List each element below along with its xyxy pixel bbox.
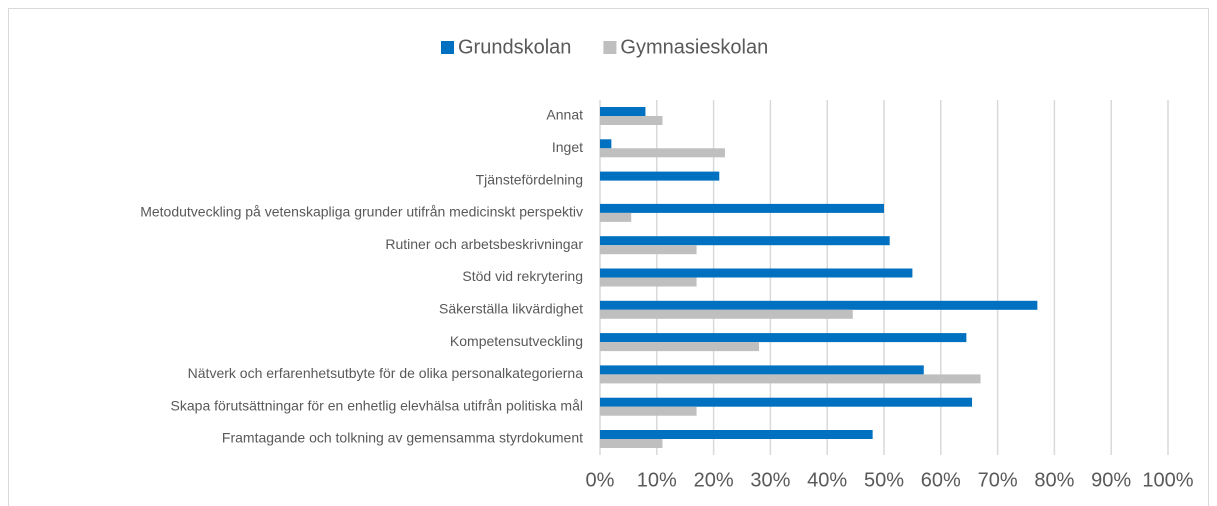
bar [600,439,663,448]
x-tick-label: 40% [807,469,847,491]
y-tick-label: Inget [552,139,583,155]
x-tick-label: 70% [978,469,1018,491]
bar [600,268,913,278]
bar [600,374,981,384]
bar [600,116,663,125]
bar [600,430,873,439]
x-tick-label: 60% [921,469,961,491]
chart-border [8,8,1209,506]
bar [600,300,1038,310]
bar [600,277,697,287]
bar [600,171,720,181]
legend-label: Gymnasieskolan [620,36,768,58]
y-tick-label: Nätverk och erfarenhetsutbyte för de oli… [188,365,584,381]
bar [600,333,967,343]
y-tick-label: Kompetensutveckling [450,333,583,349]
legend-label: Grundskolan [458,36,571,58]
x-tick-label: 90% [1091,469,1131,491]
bar [600,203,884,213]
bar [600,342,760,352]
x-tick-label: 50% [864,469,904,491]
bar [600,406,697,416]
y-tick-label: Stöd vid rekrytering [462,268,583,284]
x-tick-label: 30% [750,469,790,491]
bar [600,397,973,407]
y-tick-label: Framtagande och tolkning av gemensamma s… [222,430,583,446]
legend-swatch [603,41,617,54]
y-tick-label: Tjänstefördelning [476,171,583,187]
bar [600,107,646,116]
bar [600,309,853,319]
x-tick-label: 10% [637,469,677,491]
bar [600,139,612,149]
y-tick-label: Skapa förutsättningar för en enhetlig el… [171,397,583,413]
y-tick-label: Rutiner och arbetsbeskrivningar [385,236,583,252]
bar [600,148,725,158]
x-tick-label: 100% [1142,469,1193,491]
legend-swatch [441,41,454,54]
bar [600,365,924,375]
y-tick-label: Säkerställa likvärdighet [439,301,583,317]
y-tick-label: Metodutveckling på vetenskapliga grunder… [140,204,583,220]
x-tick-label: 80% [1034,469,1074,491]
y-tick-label: Annat [546,107,583,123]
x-tick-label: 20% [694,469,734,491]
bar [600,245,697,255]
bar [600,236,890,246]
bar [600,212,632,222]
x-tick-label: 0% [586,469,615,491]
